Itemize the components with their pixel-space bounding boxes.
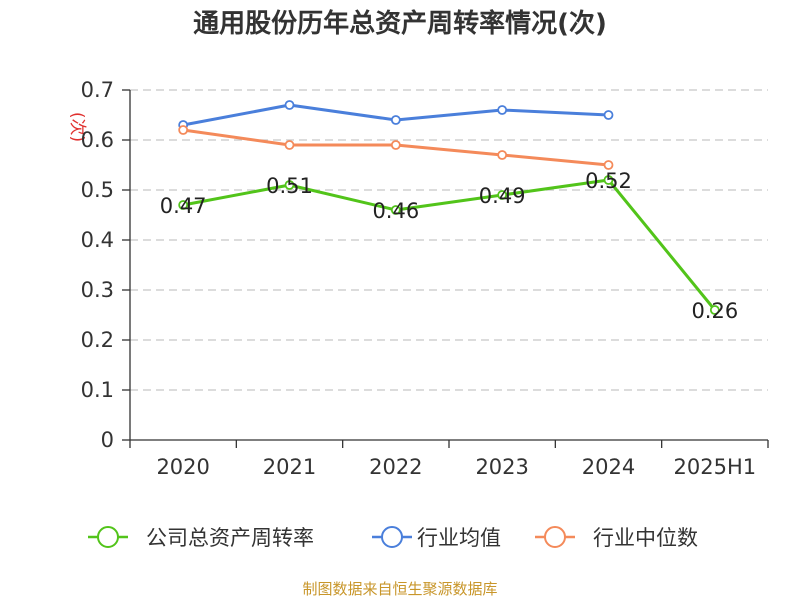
x-tick-label: 2024 [582, 455, 635, 479]
data-label: 0.46 [372, 199, 419, 223]
data-labels: 0.47 0.51 0.46 0.49 0.52 0.26 [160, 169, 738, 323]
x-tick-label: 2021 [263, 455, 316, 479]
legend-label: 公司总资产周转率 [146, 526, 314, 550]
data-point [178, 125, 189, 135]
data-point [390, 205, 401, 215]
y-tick-label: 0.4 [81, 228, 114, 252]
data-point [178, 200, 189, 210]
data-label: 0.49 [479, 184, 526, 208]
y-tick-label: 0 [101, 428, 114, 452]
legend-item[interactable]: 行业中位数 [535, 526, 698, 550]
data-point [603, 110, 614, 120]
x-tick-label: 2023 [475, 455, 528, 479]
legend-label: 行业均值 [417, 526, 501, 550]
data-point [284, 140, 295, 150]
data-point [603, 160, 614, 170]
y-tick-label: 0.6 [81, 128, 114, 152]
x-axis-ticks: 2020 2021 2022 2023 2024 2025H1 [129, 440, 769, 479]
data-label: 0.47 [160, 194, 207, 218]
source-note: 制图数据来自恒生聚源数据库 [302, 580, 497, 598]
data-point [497, 190, 508, 200]
gridlines [130, 89, 768, 391]
data-point [709, 305, 720, 315]
legend-marker-icon [97, 526, 119, 548]
data-point [603, 175, 614, 185]
y-tick-label: 0.3 [81, 278, 114, 302]
data-point [497, 105, 508, 115]
y-tick-label: 0.5 [81, 178, 114, 202]
y-tick-label: 0.7 [81, 78, 114, 102]
series-lines [178, 100, 720, 315]
legend-item[interactable]: 公司总资产周转率 [88, 526, 314, 550]
series-line [182, 178, 716, 311]
legend-marker-icon [381, 526, 403, 548]
y-tick-label: 0.2 [81, 328, 114, 352]
data-label: 0.51 [266, 174, 313, 198]
axes [129, 90, 768, 441]
legend-item[interactable]: 行业均值 [372, 526, 501, 550]
y-axis-unit: (次) [67, 112, 87, 142]
chart-title: 通用股份历年总资产周转率情况(次) [193, 8, 607, 39]
legend[interactable]: 公司总资产周转率 行业均值 行业中位数 [88, 526, 698, 550]
legend-marker-icon [544, 526, 566, 548]
data-point [390, 140, 401, 150]
y-axis-ticks: 0 0.1 0.2 0.3 0.4 0.5 0.6 0.7 [81, 78, 130, 452]
x-tick-label: 2020 [156, 455, 209, 479]
legend-label: 行业中位数 [593, 526, 698, 550]
y-tick-label: 0.1 [81, 378, 114, 402]
x-tick-label: 2022 [369, 455, 422, 479]
data-label: 0.26 [691, 299, 738, 323]
data-label: 0.52 [585, 169, 632, 193]
data-point [284, 180, 295, 190]
data-point [497, 150, 508, 160]
x-tick-label: 2025H1 [674, 455, 757, 479]
data-point [390, 115, 401, 125]
data-point [284, 100, 295, 110]
